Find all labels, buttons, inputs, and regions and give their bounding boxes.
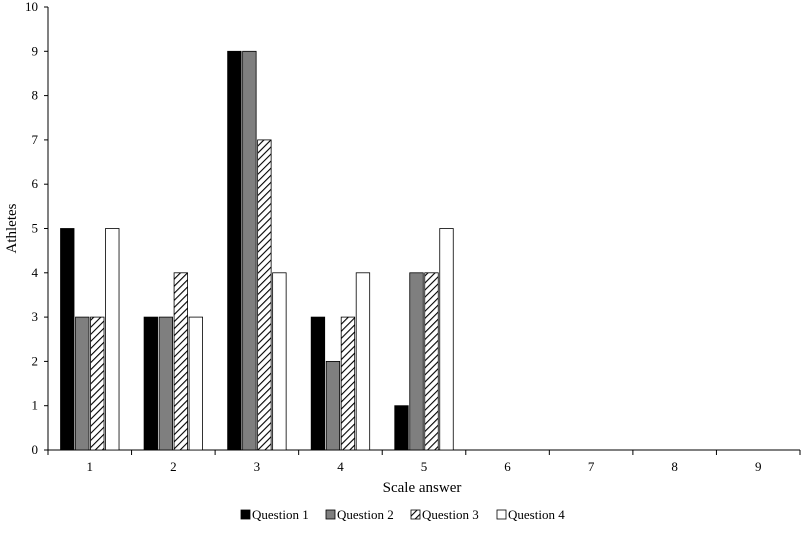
bar-question-3-cat-2 <box>173 272 188 451</box>
labels: 0 1 2 3 4 5 6 7 8 9 10 1 2 3 4 5 6 7 8 9 Scale answer Athlete… <box>4 0 761 496</box>
x-tick-label: 6 <box>504 459 511 474</box>
legend-swatch-1 <box>240 509 251 520</box>
bar-question-4-cat-1 <box>105 228 120 451</box>
y-tick-label: 1 <box>32 398 39 413</box>
y-tick-label: 6 <box>32 176 39 191</box>
bar-question-4-cat-3 <box>272 272 287 451</box>
x-tick-label: 1 <box>87 459 94 474</box>
bar-question-3-cat-3 <box>257 139 272 451</box>
y-tick-label: 4 <box>32 265 39 280</box>
legend-label-1: Question 1 <box>252 507 309 522</box>
bar-question-2-cat-4 <box>325 360 341 451</box>
bar-question-2-cat-1 <box>75 316 90 451</box>
bar-question-1-cat-2 <box>143 316 158 451</box>
bar-question-3-cat-5 <box>424 272 439 451</box>
x-tick-label: 9 <box>755 459 762 474</box>
bar-question-4-cat-5 <box>439 228 454 451</box>
legend-swatch-3 <box>410 509 421 520</box>
x-tick-label: 8 <box>671 459 678 474</box>
y-tick-label: 3 <box>32 309 39 324</box>
axes <box>44 6 801 455</box>
x-tick-label: 5 <box>421 459 428 474</box>
bar-question-4-cat-4 <box>355 272 371 451</box>
bar-question-3-cat-4 <box>340 316 356 451</box>
y-tick-label: 2 <box>32 353 39 368</box>
bar-question-2-cat-3 <box>242 50 257 451</box>
legend-label-4: Question 4 <box>508 507 565 522</box>
bar-question-2-cat-2 <box>158 316 173 451</box>
x-tick-label: 3 <box>254 459 261 474</box>
legend-swatch-4 <box>496 509 507 520</box>
y-tick-label: 10 <box>25 0 38 14</box>
x-tick-label: 4 <box>337 459 344 474</box>
y-tick-label: 7 <box>32 132 39 147</box>
y-tick-label: 0 <box>32 442 39 457</box>
legend-label-2: Question 2 <box>337 507 394 522</box>
bar-question-2-cat-5 <box>409 272 424 451</box>
legend-swatch-2 <box>325 509 336 520</box>
x-axis-title: Scale answer <box>383 480 462 496</box>
bar-question-1-cat-3 <box>227 50 242 451</box>
y-tick-label: 8 <box>32 88 39 103</box>
y-tick-label: 5 <box>32 221 39 236</box>
x-tick-label: 7 <box>588 459 595 474</box>
bar-question-3-cat-1 <box>90 316 105 451</box>
bar-question-1-cat-4 <box>310 316 326 451</box>
legend: Question 1 Question 2 Question 3 Question 4 <box>240 507 565 522</box>
bar-question-1-cat-5 <box>394 405 409 451</box>
y-tick-label: 9 <box>32 43 39 58</box>
x-tick-label: 2 <box>170 459 177 474</box>
bars <box>60 50 454 451</box>
bar-question-4-cat-2 <box>188 316 203 451</box>
legend-label-3: Question 3 <box>422 507 479 522</box>
y-axis-title: Athletes <box>4 203 20 253</box>
bar-question-1-cat-1 <box>60 228 75 451</box>
